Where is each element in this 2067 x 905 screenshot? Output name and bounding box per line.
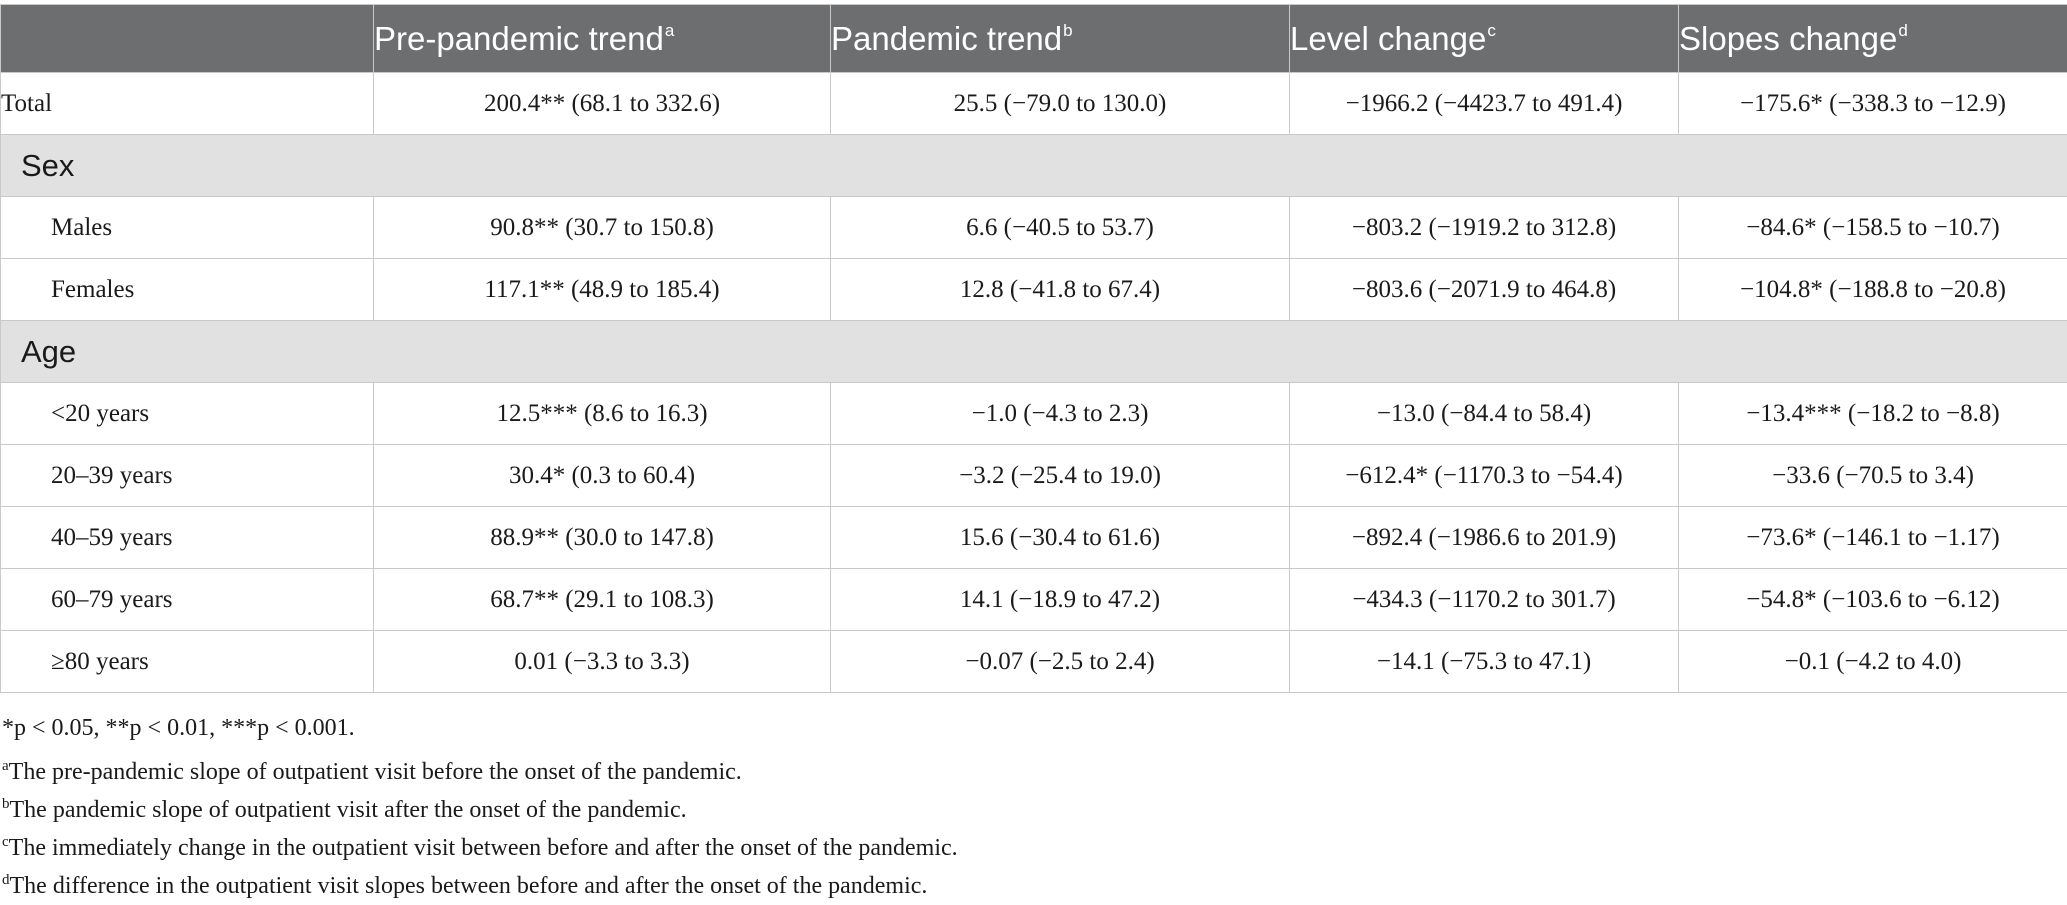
table-row-males: Males 90.8** (30.7 to 150.8) 6.6 (−40.5 …: [1, 197, 2067, 259]
row-label: Males: [1, 197, 374, 259]
header-label: Level change: [1290, 20, 1486, 57]
section-label: Age: [1, 321, 2067, 383]
footnote-d: dThe difference in the outpatient visit …: [2, 861, 958, 899]
footnote-text: The difference in the outpatient visit s…: [10, 873, 928, 899]
header-level-change: Level changec: [1290, 5, 1679, 73]
cell-pandemic: 14.1 (−18.9 to 47.2): [831, 569, 1290, 631]
row-label: 60–79 years: [1, 569, 374, 631]
cell-slopes-change: −13.4*** (−18.2 to −8.8): [1679, 383, 2067, 445]
footnote-text: The immediately change in the outpatient…: [9, 835, 958, 861]
header-label: Pandemic trend: [831, 20, 1062, 57]
header-footnote-mark: a: [665, 21, 674, 40]
footnote-mark: d: [2, 872, 10, 888]
header-footnote-mark: b: [1063, 21, 1072, 40]
cell-slopes-change: −104.8* (−188.8 to −20.8): [1679, 259, 2067, 321]
cell-slopes-change: −54.8* (−103.6 to −6.12): [1679, 569, 2067, 631]
header-empty-cell: [1, 5, 374, 73]
cell-slopes-change: −73.6* (−146.1 to −1.17): [1679, 507, 2067, 569]
footnotes: *p < 0.05, **p < 0.01, ***p < 0.001. aTh…: [2, 709, 958, 899]
cell-level-change: −803.2 (−1919.2 to 312.8): [1290, 197, 1679, 259]
row-label: Total: [1, 73, 374, 135]
footnote-c: cThe immediately change in the outpatien…: [2, 823, 958, 861]
footnote-mark: a: [2, 758, 9, 774]
cell-level-change: −13.0 (−84.4 to 58.4): [1290, 383, 1679, 445]
cell-pandemic: −1.0 (−4.3 to 2.3): [831, 383, 1290, 445]
row-label: <20 years: [1, 383, 374, 445]
cell-pandemic: 12.8 (−41.8 to 67.4): [831, 259, 1290, 321]
header-footnote-mark: d: [1898, 21, 1907, 40]
header-pre-pandemic-trend: Pre-pandemic trenda: [374, 5, 831, 73]
cell-slopes-change: −33.6 (−70.5 to 3.4): [1679, 445, 2067, 507]
results-table: Pre-pandemic trenda Pandemic trendb Leve…: [0, 4, 2067, 693]
cell-pre-pandemic: 200.4** (68.1 to 332.6): [374, 73, 831, 135]
cell-level-change: −14.1 (−75.3 to 47.1): [1290, 631, 1679, 693]
header-pandemic-trend: Pandemic trendb: [831, 5, 1290, 73]
footnote-text: The pre-pandemic slope of outpatient vis…: [9, 759, 742, 785]
footnote-a: aThe pre-pandemic slope of outpatient vi…: [2, 747, 958, 785]
cell-slopes-change: −84.6* (−158.5 to −10.7): [1679, 197, 2067, 259]
section-label: Sex: [1, 135, 2067, 197]
footnote-mark: c: [2, 834, 9, 850]
section-row-age: Age: [1, 321, 2067, 383]
table-row-age-60-79: 60–79 years 68.7** (29.1 to 108.3) 14.1 …: [1, 569, 2067, 631]
header-slopes-change: Slopes changed: [1679, 5, 2067, 73]
cell-pandemic: 6.6 (−40.5 to 53.7): [831, 197, 1290, 259]
footnote-mark: b: [2, 796, 10, 812]
cell-slopes-change: −175.6* (−338.3 to −12.9): [1679, 73, 2067, 135]
header-row: Pre-pandemic trenda Pandemic trendb Leve…: [1, 5, 2067, 73]
header-footnote-mark: c: [1487, 21, 1496, 40]
row-label: 20–39 years: [1, 445, 374, 507]
cell-level-change: −892.4 (−1986.6 to 201.9): [1290, 507, 1679, 569]
table-row-females: Females 117.1** (48.9 to 185.4) 12.8 (−4…: [1, 259, 2067, 321]
footnote-text: The pandemic slope of outpatient visit a…: [10, 797, 687, 823]
cell-slopes-change: −0.1 (−4.2 to 4.0): [1679, 631, 2067, 693]
footnote-b: bThe pandemic slope of outpatient visit …: [2, 785, 958, 823]
table-row-total: Total 200.4** (68.1 to 332.6) 25.5 (−79.…: [1, 73, 2067, 135]
cell-pre-pandemic: 12.5*** (8.6 to 16.3): [374, 383, 831, 445]
header-label: Slopes change: [1679, 20, 1897, 57]
row-label: ≥80 years: [1, 631, 374, 693]
table-row-age-under-20: <20 years 12.5*** (8.6 to 16.3) −1.0 (−4…: [1, 383, 2067, 445]
cell-pre-pandemic: 90.8** (30.7 to 150.8): [374, 197, 831, 259]
cell-pre-pandemic: 117.1** (48.9 to 185.4): [374, 259, 831, 321]
cell-pandemic: 25.5 (−79.0 to 130.0): [831, 73, 1290, 135]
cell-pandemic: 15.6 (−30.4 to 61.6): [831, 507, 1290, 569]
footnote-significance: *p < 0.05, **p < 0.01, ***p < 0.001.: [2, 709, 958, 747]
table-row-age-40-59: 40–59 years 88.9** (30.0 to 147.8) 15.6 …: [1, 507, 2067, 569]
header-label: Pre-pandemic trend: [374, 20, 664, 57]
row-label: 40–59 years: [1, 507, 374, 569]
table-row-age-20-39: 20–39 years 30.4* (0.3 to 60.4) −3.2 (−2…: [1, 445, 2067, 507]
cell-level-change: −1966.2 (−4423.7 to 491.4): [1290, 73, 1679, 135]
cell-pre-pandemic: 68.7** (29.1 to 108.3): [374, 569, 831, 631]
row-label: Females: [1, 259, 374, 321]
cell-level-change: −803.6 (−2071.9 to 464.8): [1290, 259, 1679, 321]
cell-pandemic: −0.07 (−2.5 to 2.4): [831, 631, 1290, 693]
cell-pandemic: −3.2 (−25.4 to 19.0): [831, 445, 1290, 507]
cell-level-change: −612.4* (−1170.3 to −54.4): [1290, 445, 1679, 507]
cell-pre-pandemic: 88.9** (30.0 to 147.8): [374, 507, 831, 569]
cell-pre-pandemic: 30.4* (0.3 to 60.4): [374, 445, 831, 507]
section-row-sex: Sex: [1, 135, 2067, 197]
cell-level-change: −434.3 (−1170.2 to 301.7): [1290, 569, 1679, 631]
footnote-text: *p < 0.05, **p < 0.01, ***p < 0.001.: [2, 715, 355, 741]
table-row-age-80-plus: ≥80 years 0.01 (−3.3 to 3.3) −0.07 (−2.5…: [1, 631, 2067, 693]
cell-pre-pandemic: 0.01 (−3.3 to 3.3): [374, 631, 831, 693]
